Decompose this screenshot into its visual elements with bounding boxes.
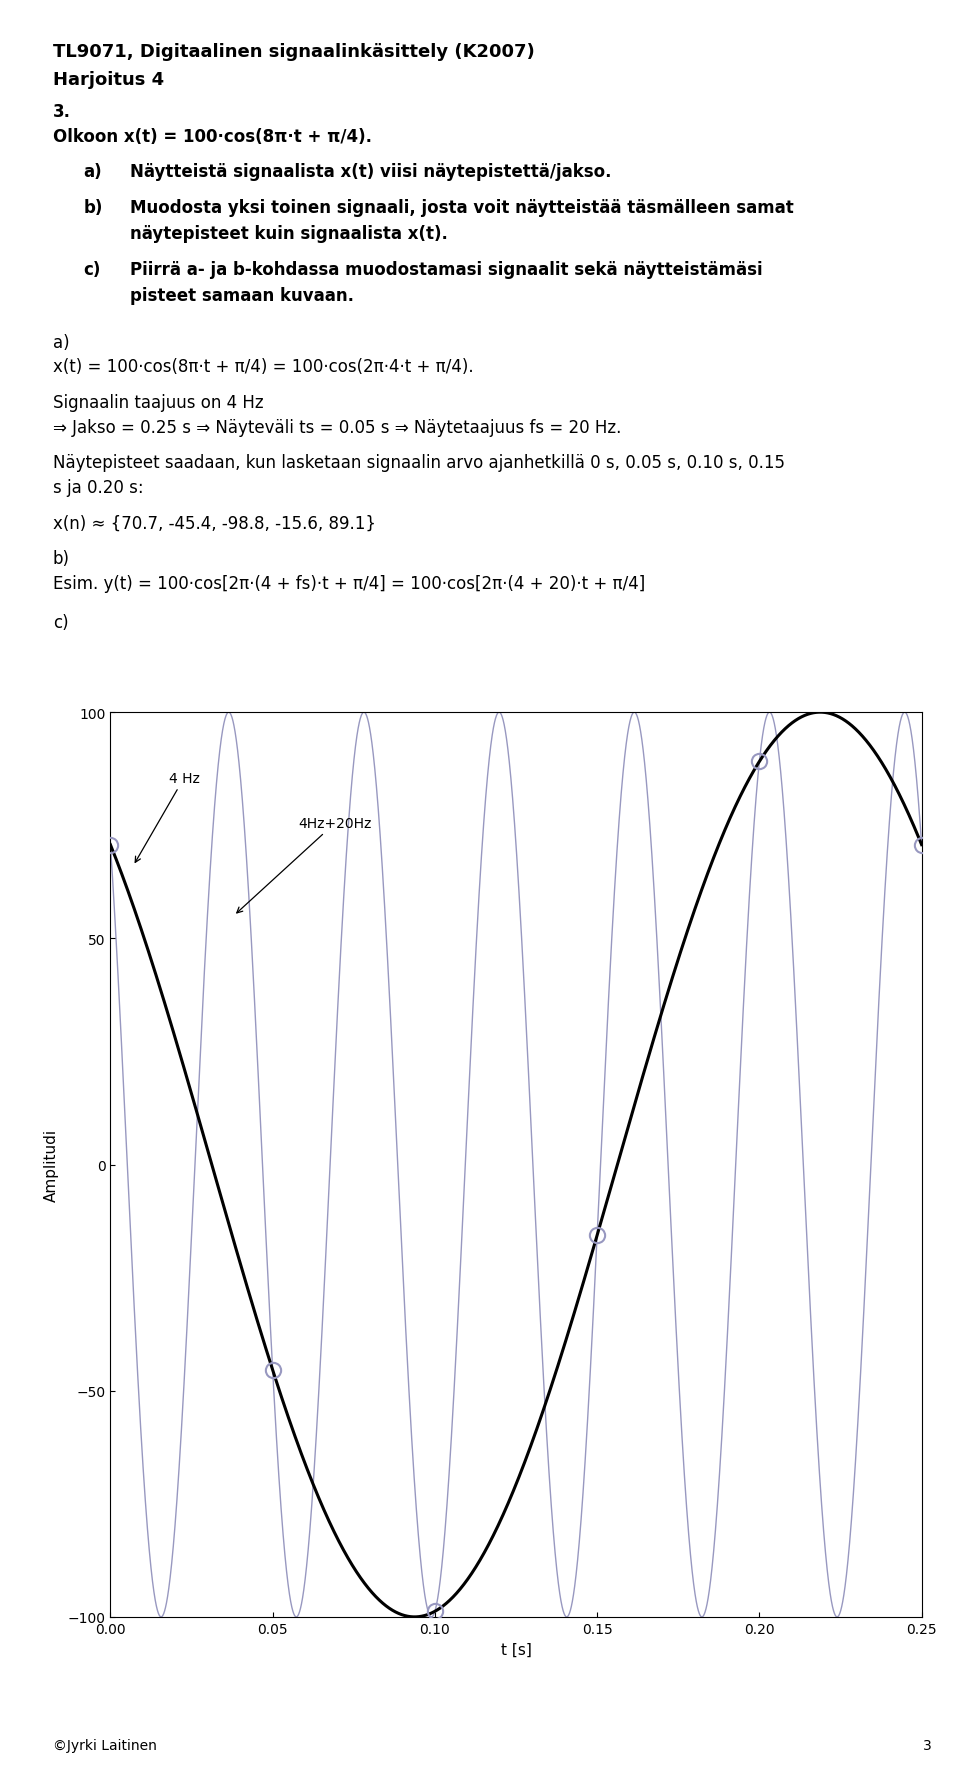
Text: Näytepisteet saadaan, kun lasketaan signaalin arvo ajanhetkillä 0 s, 0.05 s, 0.1: Näytepisteet saadaan, kun lasketaan sign… xyxy=(53,454,784,472)
Text: Näytteistä signaalista x(t) viisi näytepistettä/jakso.: Näytteistä signaalista x(t) viisi näytep… xyxy=(130,163,612,181)
Text: Olkoon x(t) = 100·cos(8π·t + π/4).: Olkoon x(t) = 100·cos(8π·t + π/4). xyxy=(53,128,372,145)
Text: Piirrä a- ja b-kohdassa muodostamasi signaalit sekä näytteistämäsi: Piirrä a- ja b-kohdassa muodostamasi sig… xyxy=(130,261,762,278)
Text: ©Jyrki Laitinen: ©Jyrki Laitinen xyxy=(53,1738,156,1752)
Y-axis label: Amplitudi: Amplitudi xyxy=(44,1128,60,1202)
Text: b): b) xyxy=(84,199,103,216)
Text: 3.: 3. xyxy=(53,103,71,121)
Text: Signaalin taajuus on 4 Hz: Signaalin taajuus on 4 Hz xyxy=(53,394,263,411)
Text: a): a) xyxy=(53,333,69,351)
Text: 4 Hz: 4 Hz xyxy=(135,771,200,863)
Text: s ja 0.20 s:: s ja 0.20 s: xyxy=(53,479,143,496)
Text: b): b) xyxy=(53,550,70,567)
Text: c): c) xyxy=(53,613,68,631)
Text: 3: 3 xyxy=(923,1738,931,1752)
Text: a): a) xyxy=(84,163,102,181)
Text: ⇒ Jakso = 0.25 s ⇒ Näyteväli ts = 0.05 s ⇒ Näytetaajuus fs = 20 Hz.: ⇒ Jakso = 0.25 s ⇒ Näyteväli ts = 0.05 s… xyxy=(53,418,621,436)
Text: 4Hz+20Hz: 4Hz+20Hz xyxy=(237,816,372,913)
Text: Esim. y(t) = 100·cos[2π·(4 + fs)·t + π/4] = 100·cos[2π·(4 + 20)·t + π/4]: Esim. y(t) = 100·cos[2π·(4 + fs)·t + π/4… xyxy=(53,574,645,592)
Text: pisteet samaan kuvaan.: pisteet samaan kuvaan. xyxy=(130,287,353,305)
Text: Muodosta yksi toinen signaali, josta voit näytteistää täsmälleen samat: Muodosta yksi toinen signaali, josta voi… xyxy=(130,199,793,216)
X-axis label: t [s]: t [s] xyxy=(500,1642,532,1656)
Text: Harjoitus 4: Harjoitus 4 xyxy=(53,71,164,89)
Text: x(t) = 100·cos(8π·t + π/4) = 100·cos(2π·4·t + π/4).: x(t) = 100·cos(8π·t + π/4) = 100·cos(2π·… xyxy=(53,358,473,376)
Text: x(n) ≈ {70.7, -45.4, -98.8, -15.6, 89.1}: x(n) ≈ {70.7, -45.4, -98.8, -15.6, 89.1} xyxy=(53,514,375,532)
Text: TL9071, Digitaalinen signaalinkäsittely (K2007): TL9071, Digitaalinen signaalinkäsittely … xyxy=(53,43,535,60)
Text: c): c) xyxy=(84,261,101,278)
Text: näytepisteet kuin signaalista x(t).: näytepisteet kuin signaalista x(t). xyxy=(130,225,447,243)
